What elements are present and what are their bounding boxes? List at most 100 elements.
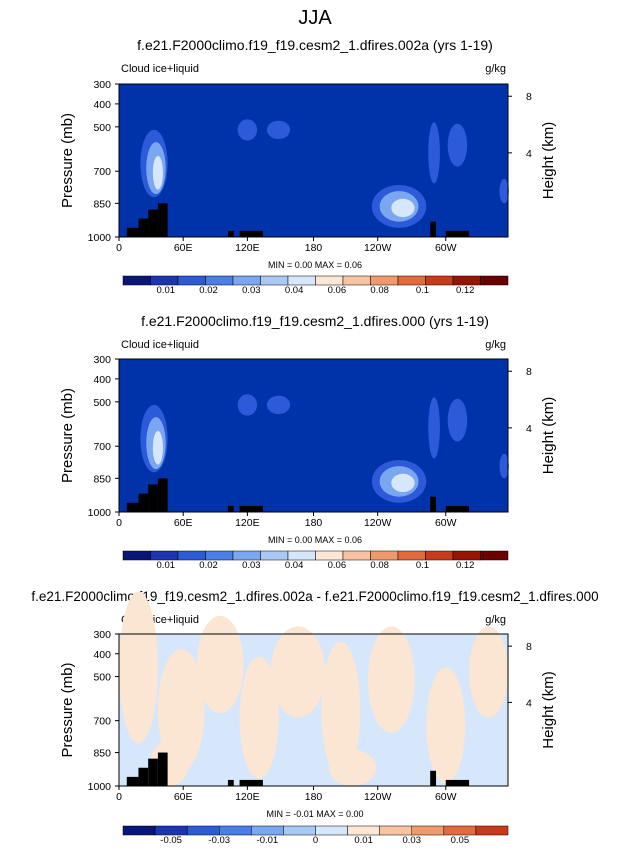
x-tick-label: 120W <box>364 517 392 529</box>
y-tick-label: 700 <box>93 441 111 453</box>
panel-title: f.e21.F2000climo.f19_f19.cesm2_1.dfires.… <box>31 589 598 604</box>
colorbar-label: 0.02 <box>199 560 218 571</box>
topography-bar <box>239 505 263 512</box>
colorbar-label: 0 <box>313 835 318 846</box>
colorbar-swatch <box>379 825 412 836</box>
topography-bar <box>445 505 470 512</box>
y-tick-label: 1000 <box>88 507 112 519</box>
topography-bar <box>126 227 139 237</box>
x-tick-label: 60W <box>435 242 457 254</box>
y2-tick-label: 4 <box>526 697 532 709</box>
colorbar-label: 0.06 <box>328 285 347 296</box>
cloud-contour <box>426 667 466 783</box>
colorbar-swatch <box>150 550 179 561</box>
colorbar-swatch <box>425 550 454 561</box>
colorbar-swatch <box>315 550 344 561</box>
topography-bar <box>148 209 158 237</box>
y2-tick-label: 4 <box>526 423 532 435</box>
x-tick-label: 120E <box>235 242 260 254</box>
cloud-contour <box>391 198 415 218</box>
y-tick-label: 300 <box>93 79 111 91</box>
colorbar-label: 0.12 <box>456 560 475 571</box>
x-tick-label: 60W <box>435 517 457 529</box>
y-tick-label: 1000 <box>88 232 112 244</box>
y-tick-label: 400 <box>93 374 111 386</box>
x-tick-label: 120W <box>364 242 392 254</box>
cloud-contour <box>329 749 376 786</box>
y2-axis-label: Height (km) <box>540 122 557 200</box>
colorbar-swatch <box>122 275 151 286</box>
topography-bar <box>148 758 158 786</box>
cloud-contour <box>499 178 509 204</box>
colorbar-label: 0.1 <box>416 285 429 296</box>
page-title: JJA <box>298 7 332 29</box>
y-tick-label: 700 <box>93 166 111 178</box>
y-tick-label: 500 <box>93 672 111 684</box>
x-tick-label: 60E <box>174 791 193 803</box>
y2-tick-label: 8 <box>526 641 532 653</box>
plot-area <box>119 84 508 237</box>
x-tick-label: 0 <box>116 242 122 254</box>
cloud-contour <box>447 398 468 442</box>
panel-3: f.e21.F2000climo.f19_f19.cesm2_1.dfires.… <box>31 589 598 846</box>
colorbar-swatch <box>154 825 188 836</box>
topography-bar <box>157 478 168 512</box>
topography-bar <box>138 493 149 512</box>
panel-2: f.e21.F2000climo.f19_f19.cesm2_1.dfires.… <box>59 313 557 571</box>
cloud-contour <box>270 626 326 718</box>
field-shading <box>140 119 509 228</box>
colorbar-label: 0.01 <box>354 835 373 846</box>
cloud-contour <box>447 123 468 167</box>
colorbar-swatch <box>443 825 477 836</box>
topography-bar <box>157 203 168 237</box>
colorbar-swatch <box>219 825 252 836</box>
cloud-contour <box>152 155 163 190</box>
colorbar-swatch <box>205 550 234 561</box>
colorbar-swatch <box>287 550 316 561</box>
colorbar-swatch <box>122 825 156 836</box>
y2-tick-label: 8 <box>526 366 532 378</box>
y-tick-label: 500 <box>93 397 111 409</box>
cloud-contour <box>367 626 415 733</box>
colorbar-swatch <box>397 275 426 286</box>
x-tick-label: 120E <box>235 517 260 529</box>
x-tick-label: 180 <box>305 517 323 529</box>
colorbar-label: 0.04 <box>285 285 304 296</box>
y-axis-label: Pressure (mb) <box>59 662 76 757</box>
colorbar-swatch <box>283 825 316 836</box>
colorbar-swatch <box>260 275 289 286</box>
colorbar-swatch <box>342 550 371 561</box>
units-label: g/kg <box>485 63 506 75</box>
units-label: g/kg <box>485 614 506 626</box>
y2-tick-label: 4 <box>526 148 532 160</box>
colorbar-swatch <box>425 275 454 286</box>
x-tick-label: 60E <box>174 242 193 254</box>
colorbar-label: 0.03 <box>403 835 422 846</box>
min-max-stats: MIN = -0.01 MAX = 0.00 <box>266 809 363 819</box>
colorbar-swatch <box>397 550 426 561</box>
cloud-contour <box>266 120 291 140</box>
plot-area <box>119 359 508 512</box>
colorbar-label: 0.08 <box>370 285 389 296</box>
colorbar-label: 0.05 <box>451 835 470 846</box>
y-tick-label: 300 <box>93 354 111 366</box>
y-tick-label: 300 <box>93 629 111 641</box>
y2-tick-label: 8 <box>526 91 532 103</box>
colorbar-swatch <box>122 550 151 561</box>
colorbar-label: -0.03 <box>208 835 230 846</box>
y-tick-label: 850 <box>93 473 111 485</box>
topography-bar <box>239 779 263 786</box>
cloud-contour <box>428 397 440 459</box>
colorbar-swatch <box>347 825 380 836</box>
y-tick-label: 500 <box>93 122 111 134</box>
colorbar-swatch <box>475 825 509 836</box>
field-label: Cloud ice+liquid <box>121 339 199 351</box>
topography-bar <box>430 221 437 237</box>
x-tick-label: 60W <box>435 791 457 803</box>
min-max-stats: MIN = 0.00 MAX = 0.06 <box>268 260 362 270</box>
colorbar-label: 0.1 <box>416 560 429 571</box>
cloud-contour <box>428 122 440 184</box>
panel-1: f.e21.F2000climo.f19_f19.cesm2_1.dfires.… <box>59 37 557 296</box>
topography-bar <box>445 779 470 786</box>
